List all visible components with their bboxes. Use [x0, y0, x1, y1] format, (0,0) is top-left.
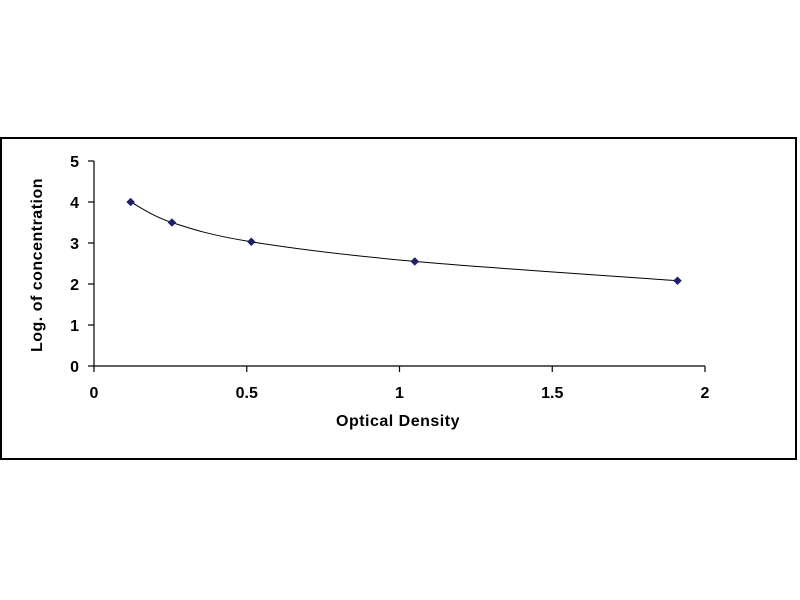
- y-tick-label: 3: [70, 236, 79, 253]
- data-point: [126, 197, 136, 207]
- trend-curve: [130, 201, 678, 282]
- y-tick-label: 5: [70, 154, 79, 171]
- y-tick-label: 4: [70, 195, 79, 212]
- x-tick-label: 1.5: [541, 385, 563, 402]
- data-point: [167, 218, 177, 227]
- data-point: [246, 237, 256, 247]
- y-tick-label: 2: [70, 277, 79, 294]
- axes: [93, 161, 705, 367]
- data-point: [673, 276, 682, 286]
- y-axis-title: Log. of concentration: [29, 178, 46, 352]
- x-tick-label: 1: [395, 385, 404, 402]
- y-tick-label: 1: [70, 318, 79, 335]
- x-tick-label: 0.5: [236, 385, 258, 402]
- y-tick-label: 0: [70, 359, 79, 376]
- chart-frame: [0, 137, 797, 460]
- x-tick-label: 2: [701, 385, 710, 402]
- data-points-layer: [126, 197, 682, 286]
- ticks: 0 1 2 3 4 5 0 0.5 1 1.5 2: [70, 154, 709, 402]
- x-tick-label: 0: [90, 385, 99, 402]
- x-axis-title: Optical Density: [336, 413, 460, 430]
- trend-curve-layer: [130, 201, 678, 282]
- data-point: [410, 257, 420, 266]
